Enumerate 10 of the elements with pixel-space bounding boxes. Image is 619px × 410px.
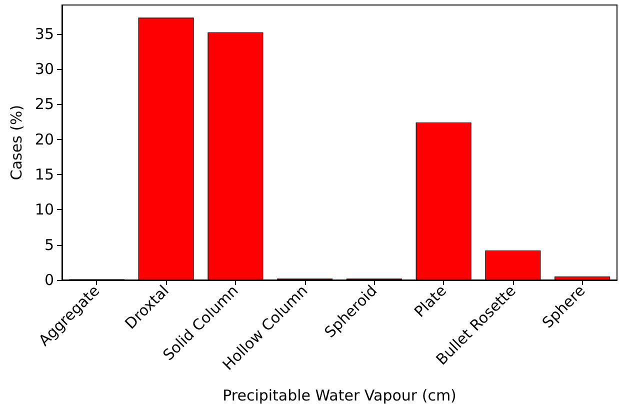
y-tick-label: 5 [44, 236, 54, 254]
x-axis-title: Precipitable Water Vapour (cm) [222, 386, 456, 404]
y-tick-label: 15 [34, 166, 54, 184]
y-axis-title: Cases (%) [8, 104, 26, 180]
y-tick-label: 30 [34, 60, 54, 78]
y-tick-label: 20 [34, 130, 54, 148]
y-tick-label: 35 [34, 24, 54, 43]
y-tick-label: 0 [44, 271, 54, 289]
y-tick-label: 25 [34, 95, 54, 114]
y-tick-label: 10 [34, 200, 54, 219]
